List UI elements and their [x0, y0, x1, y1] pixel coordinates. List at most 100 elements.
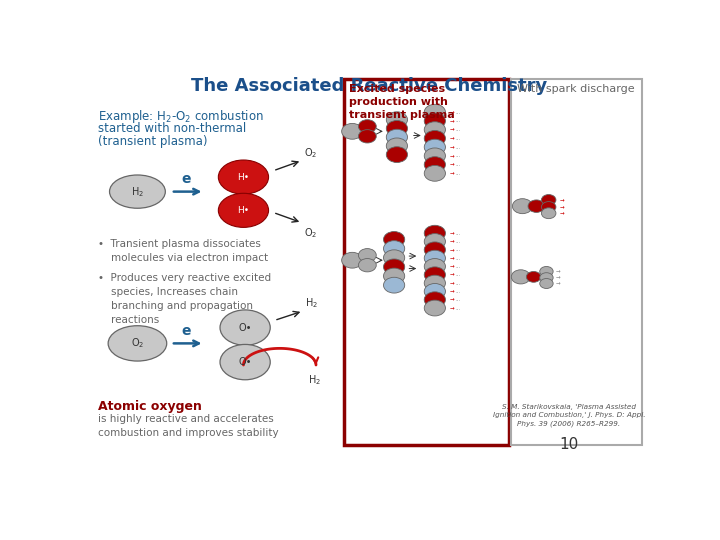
- Circle shape: [424, 122, 446, 138]
- Circle shape: [424, 242, 446, 258]
- Circle shape: [424, 250, 446, 266]
- Text: started with non-thermal: started with non-thermal: [99, 122, 247, 135]
- Text: ...: ...: [456, 231, 461, 235]
- Text: ...: ...: [456, 153, 461, 158]
- Circle shape: [424, 259, 446, 274]
- Text: $\rightarrow$: $\rightarrow$: [554, 280, 562, 287]
- Circle shape: [384, 232, 405, 247]
- Text: $\rightarrow$: $\rightarrow$: [557, 210, 565, 217]
- Text: H$_2$: H$_2$: [307, 373, 320, 387]
- Text: ...: ...: [456, 289, 461, 294]
- Circle shape: [359, 259, 377, 272]
- Text: ...: ...: [456, 136, 461, 141]
- Text: O$_2$: O$_2$: [304, 146, 317, 160]
- Circle shape: [342, 252, 363, 268]
- Text: •  Transient plasma dissociates
    molecules via electron impact: • Transient plasma dissociates molecules…: [99, 239, 269, 264]
- Circle shape: [387, 120, 408, 136]
- Circle shape: [387, 138, 408, 154]
- Text: $\rightarrow$: $\rightarrow$: [448, 288, 455, 295]
- Text: H•: H•: [238, 173, 250, 181]
- Text: O$_2$: O$_2$: [304, 226, 317, 240]
- Text: $\rightleftharpoons$: $\rightleftharpoons$: [524, 273, 532, 280]
- Ellipse shape: [218, 160, 269, 194]
- Text: ...: ...: [456, 162, 461, 167]
- Text: H•: H•: [238, 206, 250, 215]
- Text: $\rightleftharpoons$: $\rightleftharpoons$: [340, 256, 349, 264]
- Text: ...: ...: [456, 118, 461, 124]
- Text: ...: ...: [456, 247, 461, 252]
- Circle shape: [424, 267, 446, 282]
- Circle shape: [424, 275, 446, 291]
- Circle shape: [424, 234, 446, 249]
- Text: H$_2$: H$_2$: [305, 296, 318, 310]
- Text: ...: ...: [456, 171, 461, 176]
- Text: O$_2$: O$_2$: [131, 336, 144, 350]
- Text: $\rightarrow$: $\rightarrow$: [554, 274, 562, 281]
- Circle shape: [384, 250, 405, 266]
- Text: O•: O•: [238, 357, 252, 367]
- Text: 10: 10: [559, 437, 578, 452]
- Text: $\rightarrow$: $\rightarrow$: [448, 161, 455, 168]
- Ellipse shape: [108, 326, 167, 361]
- Circle shape: [540, 273, 553, 282]
- Text: ...: ...: [456, 306, 461, 310]
- Text: $\rightarrow$: $\rightarrow$: [554, 268, 562, 275]
- Circle shape: [424, 139, 446, 155]
- Text: $\rightarrow$: $\rightarrow$: [448, 109, 455, 116]
- Circle shape: [384, 259, 405, 275]
- Text: Example: H$_2$-O$_2$ combustion: Example: H$_2$-O$_2$ combustion: [99, 109, 264, 125]
- Circle shape: [541, 208, 556, 219]
- Circle shape: [424, 104, 446, 120]
- Circle shape: [387, 129, 408, 145]
- Text: $\rightarrow$: $\rightarrow$: [448, 134, 455, 142]
- Circle shape: [359, 120, 377, 133]
- Text: O•: O•: [238, 322, 252, 333]
- Text: With spark discharge: With spark discharge: [517, 84, 634, 93]
- Text: $\rightarrow$: $\rightarrow$: [448, 152, 455, 159]
- Text: $\rightarrow$: $\rightarrow$: [448, 230, 455, 237]
- Circle shape: [359, 130, 377, 143]
- Text: ...: ...: [456, 239, 461, 244]
- Text: ...: ...: [456, 297, 461, 302]
- Ellipse shape: [220, 310, 270, 345]
- Text: H$_2$: H$_2$: [131, 185, 144, 199]
- Text: $\rightarrow$: $\rightarrow$: [448, 238, 455, 245]
- Circle shape: [359, 248, 377, 262]
- Text: $\rightarrow$: $\rightarrow$: [448, 296, 455, 303]
- Text: $\rightarrow$: $\rightarrow$: [448, 254, 455, 262]
- FancyBboxPatch shape: [344, 79, 508, 445]
- Circle shape: [511, 270, 530, 284]
- Circle shape: [540, 279, 553, 288]
- Circle shape: [541, 194, 556, 205]
- Circle shape: [384, 241, 405, 256]
- Circle shape: [424, 131, 446, 146]
- Text: $\rightarrow$: $\rightarrow$: [557, 203, 565, 211]
- Text: ...: ...: [456, 110, 461, 114]
- Text: $\rightarrow$: $\rightarrow$: [448, 246, 455, 254]
- Circle shape: [513, 199, 533, 214]
- Text: ...: ...: [456, 255, 461, 261]
- Text: $\rightarrow$: $\rightarrow$: [448, 117, 455, 125]
- Circle shape: [424, 148, 446, 164]
- Circle shape: [541, 201, 556, 212]
- Circle shape: [384, 277, 405, 293]
- Circle shape: [424, 165, 446, 181]
- Text: $\rightarrow$: $\rightarrow$: [448, 170, 455, 177]
- Text: $\rightarrow$: $\rightarrow$: [448, 263, 455, 270]
- Ellipse shape: [109, 175, 166, 208]
- Circle shape: [342, 124, 363, 139]
- Circle shape: [424, 225, 446, 241]
- Circle shape: [424, 113, 446, 129]
- Circle shape: [424, 157, 446, 172]
- Circle shape: [540, 266, 553, 276]
- Circle shape: [424, 284, 446, 299]
- Text: e: e: [181, 172, 191, 186]
- FancyBboxPatch shape: [511, 79, 642, 445]
- Text: is highly reactive and accelerates
combustion and improves stability: is highly reactive and accelerates combu…: [99, 414, 279, 438]
- Text: ...: ...: [456, 127, 461, 132]
- Text: $\rightarrow$: $\rightarrow$: [448, 305, 455, 312]
- Text: ...: ...: [456, 145, 461, 150]
- Circle shape: [387, 112, 408, 127]
- Text: Atomic oxygen: Atomic oxygen: [99, 400, 202, 413]
- Text: The Associated Reactive Chemistry: The Associated Reactive Chemistry: [191, 77, 547, 95]
